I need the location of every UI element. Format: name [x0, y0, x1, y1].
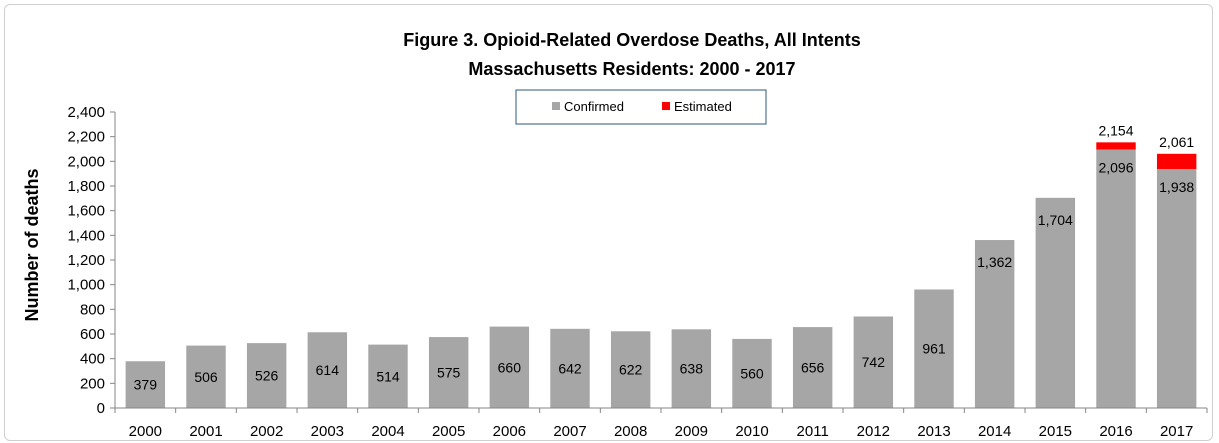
data-label-confirmed: 2,096: [1098, 159, 1133, 175]
x-tick-label: 2007: [553, 423, 586, 440]
x-axis-ticks: 2000 2001 2002 2003 2004 2005 2006 2007 2008 2009…: [114, 408, 1208, 440]
legend-swatch-confirmed: [552, 102, 560, 110]
y-tick-label: 0: [97, 400, 105, 417]
data-label-confirmed: 514: [376, 368, 400, 384]
x-tick-label: 2014: [978, 423, 1011, 440]
data-label-confirmed: 526: [255, 368, 279, 384]
bar-confirmed: [610, 331, 651, 408]
bar-confirmed: [489, 326, 530, 408]
chart-title: Figure 3. Opioid-Related Overdose Deaths…: [403, 30, 860, 50]
bar-confirmed: [125, 361, 166, 408]
data-label-confirmed: 1,362: [977, 254, 1012, 270]
bar-confirmed: [186, 345, 226, 408]
x-tick-label: 2002: [250, 423, 283, 440]
data-label-total: 2,061: [1159, 134, 1194, 150]
bar-confirmed: [246, 343, 287, 408]
data-label-confirmed: 560: [740, 365, 764, 381]
y-tick-label: 1,400: [67, 227, 105, 244]
bar-confirmed: [914, 289, 954, 408]
bar-estimated: [1156, 153, 1197, 169]
x-tick-label: 2011: [797, 423, 829, 440]
data-label-confirmed: 642: [558, 360, 582, 376]
data-label-confirmed: 614: [316, 362, 340, 378]
y-tick-label: 1,800: [67, 178, 105, 195]
chart-frame: [4, 4, 1213, 441]
x-tick-label: 2009: [675, 423, 708, 440]
x-tick-label: 2010: [735, 423, 768, 440]
data-label-confirmed: 575: [437, 365, 461, 381]
bars: [125, 142, 1197, 408]
legend: Confirmed Estimated: [515, 89, 767, 125]
data-label-confirmed: 506: [194, 369, 218, 385]
bar-confirmed: [428, 337, 469, 408]
x-tick-label: 2012: [857, 423, 890, 440]
bar-confirmed: [1156, 168, 1197, 408]
bar-confirmed: [307, 332, 348, 408]
y-tick-label: 2,400: [67, 104, 105, 121]
x-tick-label: 2006: [493, 423, 526, 440]
x-tick-label: 2004: [371, 423, 404, 440]
data-label-confirmed: 961: [922, 341, 946, 357]
x-tick-label: 2008: [614, 423, 647, 440]
bar-confirmed: [671, 329, 712, 408]
x-tick-label: 2017: [1160, 423, 1193, 440]
x-tick-label: 2003: [311, 423, 344, 440]
data-label-confirmed: 379: [134, 377, 158, 393]
y-tick-label: 600: [80, 326, 105, 343]
bar-confirmed: [1096, 149, 1136, 408]
data-label-confirmed: 1,704: [1038, 212, 1073, 228]
bar-confirmed: [792, 327, 833, 408]
x-tick-label: 2000: [129, 423, 162, 440]
data-label-confirmed: 1,938: [1159, 179, 1194, 195]
data-label-total: 2,154: [1098, 122, 1133, 138]
legend-label-estimated: Estimated: [674, 99, 732, 114]
legend-label-confirmed: Confirmed: [564, 99, 624, 114]
data-label-confirmed: 742: [862, 354, 886, 370]
x-tick-label: 2016: [1099, 423, 1132, 440]
x-tick-label: 2013: [917, 423, 950, 440]
bar-confirmed: [1035, 197, 1076, 408]
data-label-confirmed: 638: [680, 361, 704, 377]
data-labels: 379 506 526 614 514 575 660 642 622 638 560 656 742 9…: [134, 122, 1195, 392]
legend-swatch-estimated: [662, 102, 670, 110]
bar-confirmed: [732, 338, 772, 408]
y-tick-label: 400: [80, 351, 105, 368]
x-tick-label: 2001: [189, 423, 222, 440]
y-tick-label: 2,000: [67, 153, 105, 170]
bar-estimated: [1096, 142, 1136, 150]
bar-confirmed: [974, 240, 1015, 408]
y-axis-ticks: 0 200 400 600 800 1,000 1,200 1,400 1,600 1,800 2,…: [67, 104, 115, 417]
bar-confirmed: [368, 344, 408, 408]
y-tick-label: 1,600: [67, 203, 105, 220]
bar-confirmed: [550, 328, 590, 408]
y-tick-label: 200: [80, 375, 105, 392]
y-axis-label: Number of deaths: [22, 168, 42, 321]
data-label-confirmed: 660: [498, 359, 522, 375]
data-label-confirmed: 656: [801, 360, 825, 376]
x-tick-label: 2005: [432, 423, 465, 440]
y-tick-label: 2,200: [67, 129, 105, 146]
data-label-confirmed: 622: [619, 362, 643, 378]
chart-subtitle: Massachusetts Residents: 2000 - 2017: [468, 59, 795, 79]
bar-confirmed: [853, 316, 894, 408]
y-tick-label: 800: [80, 301, 105, 318]
x-tick-label: 2015: [1039, 423, 1072, 440]
y-tick-label: 1,200: [67, 252, 105, 269]
y-tick-label: 1,000: [67, 277, 105, 294]
